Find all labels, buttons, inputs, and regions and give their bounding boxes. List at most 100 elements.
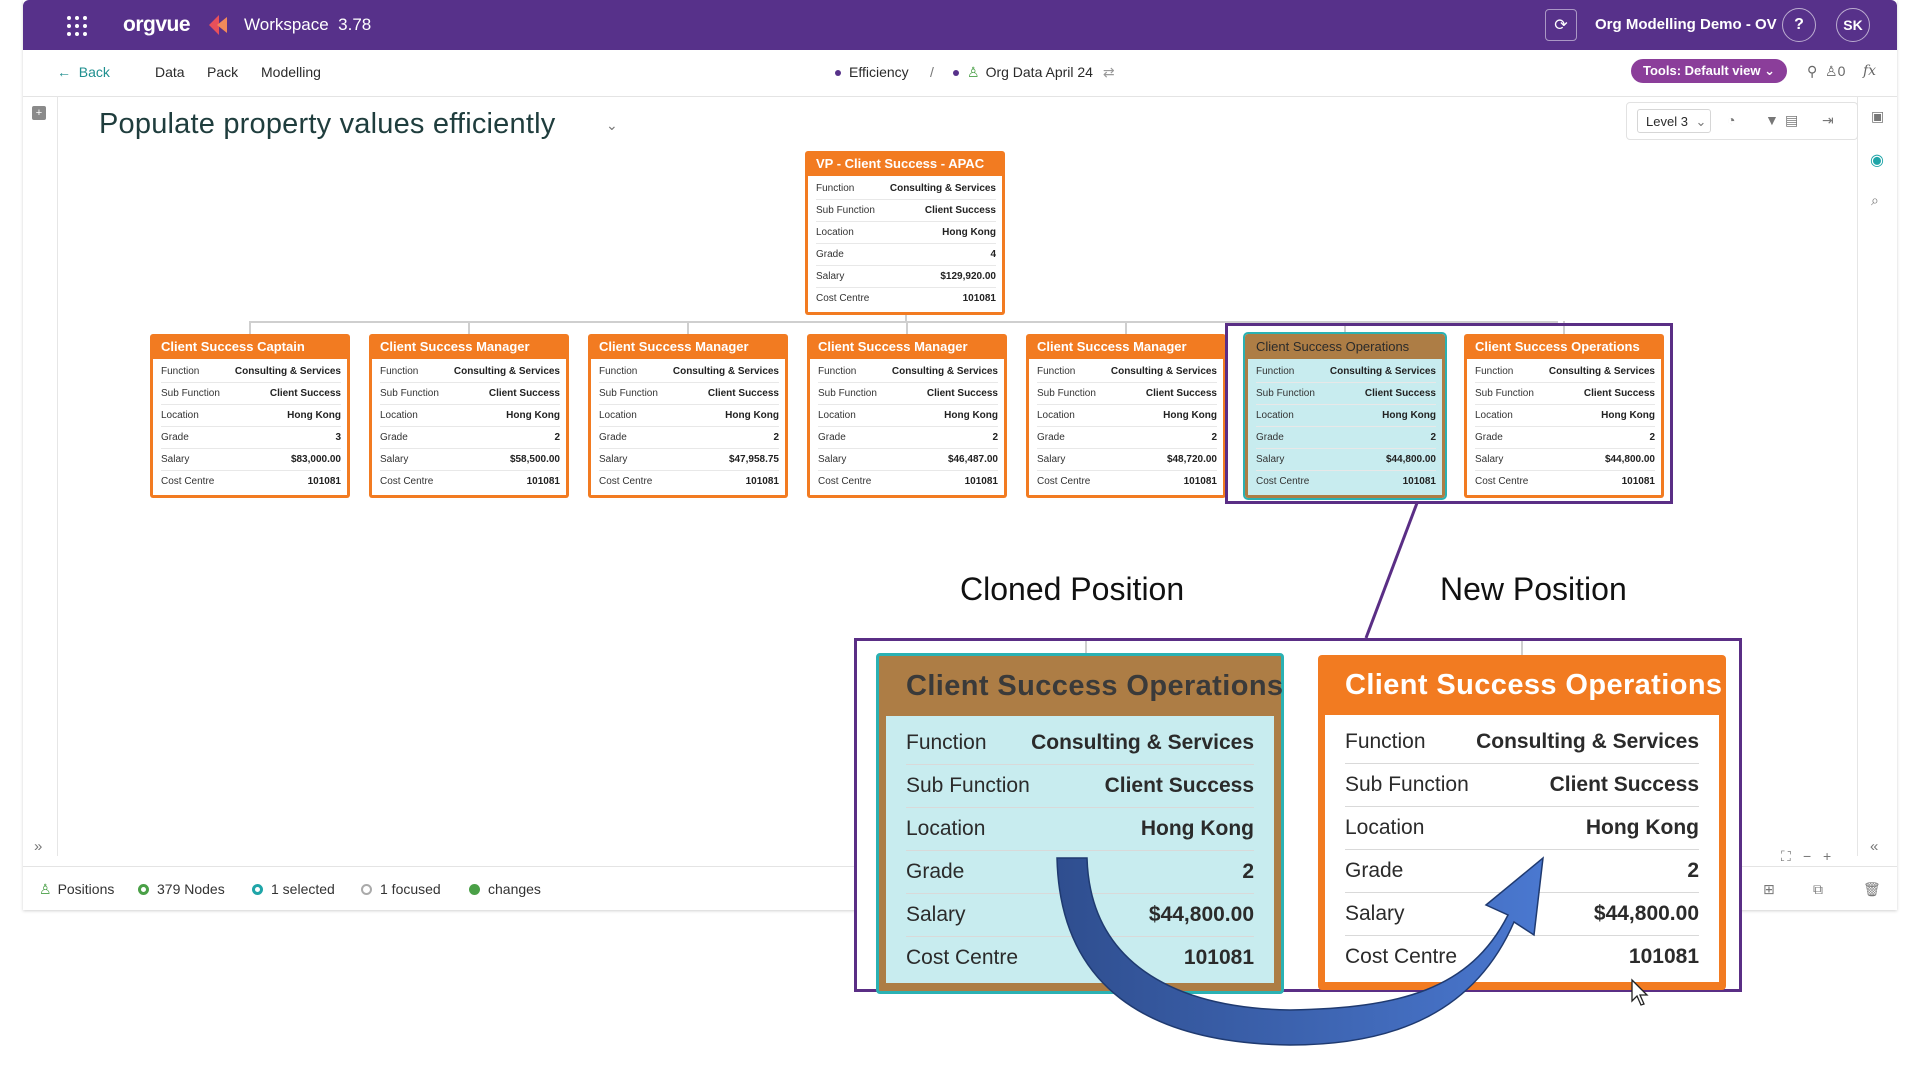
person-icon: ♙ <box>967 64 980 80</box>
property-name: Location <box>906 817 986 840</box>
property-name: Location <box>1256 410 1294 421</box>
chevron-down-icon: ⌄ <box>1764 63 1776 78</box>
org-card[interactable]: Client Success Manager Function Consulting… <box>1026 334 1226 498</box>
menu-modelling[interactable]: Modelling <box>261 64 321 80</box>
user-avatar[interactable]: SK <box>1836 8 1870 42</box>
property-name: Salary <box>1345 902 1405 925</box>
card-property-row: Sub Function Client Success <box>599 383 779 405</box>
property-name: Function <box>818 366 857 377</box>
zoom-in-icon[interactable]: + <box>1823 848 1832 864</box>
card-property-row: Location Hong Kong <box>906 808 1254 851</box>
add-node-icon[interactable]: ⊞ <box>1763 881 1775 897</box>
property-value: 101081 <box>1621 476 1655 487</box>
property-name: Sub Function <box>161 388 220 399</box>
property-value: 2 <box>554 432 560 443</box>
card-property-row: Cost Centre 101081 <box>818 471 998 492</box>
cards-icon[interactable]: ▤ <box>1785 112 1799 128</box>
connector-line <box>249 321 251 334</box>
formula-icon[interactable]: fx <box>1863 63 1877 79</box>
status-changes[interactable]: changes <box>469 881 541 897</box>
palette-icon[interactable]: ◔ <box>1727 112 1736 128</box>
card-property-row: Grade 2 <box>380 427 560 449</box>
property-value: Client Success <box>488 388 560 399</box>
org-card[interactable]: Client Success Manager Function Consulting… <box>807 334 1007 498</box>
status-selected[interactable]: 1 selected <box>252 881 335 897</box>
focus-circle-icon[interactable]: ◉ <box>1870 152 1884 169</box>
org-card-root[interactable]: VP - Client Success - APAC Function Consul… <box>805 151 1005 315</box>
property-name: Location <box>599 410 637 421</box>
search-icon[interactable]: ⌕ <box>1871 192 1879 208</box>
property-name: Salary <box>161 454 190 465</box>
refresh-button[interactable]: ⟳ <box>1545 9 1577 41</box>
property-value: $58,500.00 <box>509 454 560 465</box>
property-name: Grade <box>161 432 189 443</box>
breadcrumb-dataset[interactable]: ♙ Org Data April 24 ⇄ <box>953 64 1115 81</box>
chevron-down-icon[interactable]: ⌄ <box>606 117 618 133</box>
back-link[interactable]: ← Back <box>57 64 110 80</box>
property-name: Cost Centre <box>599 476 653 487</box>
focused-icon <box>361 884 372 895</box>
card-property-row: Location Hong Kong <box>1345 807 1699 850</box>
alert-count: 0 <box>1837 63 1846 79</box>
copy-icon[interactable]: ⧉ <box>1813 881 1823 897</box>
property-name: Location <box>1475 410 1513 421</box>
project-name[interactable]: Org Modelling Demo - OV <box>1595 16 1777 33</box>
expand-right-icon[interactable]: » <box>34 838 43 855</box>
card-property-row: Function Consulting & Services <box>1345 721 1699 764</box>
help-button[interactable]: ? <box>1782 8 1816 42</box>
org-card[interactable]: Client Success Captain Function Consulting… <box>150 334 350 498</box>
alerts-indicator[interactable]: ♙0 <box>1825 63 1845 80</box>
add-panel-icon[interactable]: + <box>32 106 46 120</box>
card-property-row: Salary $47,958.75 <box>599 449 779 471</box>
property-value: Client Success <box>1549 773 1699 796</box>
status-nodes[interactable]: 379 Nodes <box>138 881 225 897</box>
pin-icon[interactable]: ⚲ <box>1807 63 1818 79</box>
property-name: Location <box>818 410 856 421</box>
navigation-bar: ← Back Data Pack Modelling Efficiency / … <box>23 50 1897 97</box>
filter-icon[interactable]: ▼ <box>1765 112 1779 128</box>
card-property-row: Location Hong Kong <box>1475 405 1655 427</box>
card-title: Client Success Captain <box>161 339 305 354</box>
property-name: Salary <box>380 454 409 465</box>
export-icon[interactable]: ⇥ <box>1822 112 1834 128</box>
level-select[interactable]: Level 3 ⌄ <box>1637 109 1711 133</box>
connector-line <box>687 321 689 334</box>
property-name: Grade <box>380 432 408 443</box>
property-name: Grade <box>818 432 846 443</box>
chart-panel-icon[interactable]: ▣ <box>1871 108 1885 124</box>
breadcrumb-efficiency[interactable]: Efficiency <box>835 64 909 80</box>
zoom-out-icon[interactable]: − <box>1803 848 1812 864</box>
app-grid-icon[interactable] <box>65 14 89 38</box>
property-name: Grade <box>599 432 627 443</box>
connector-line <box>1085 641 1087 655</box>
menu-data[interactable]: Data <box>155 64 185 80</box>
status-focused-label: 1 focused <box>380 881 441 897</box>
tools-view-button[interactable]: Tools: Default view ⌄ <box>1631 59 1788 83</box>
org-card[interactable]: Client Success Operations Function Consult… <box>1243 332 1447 500</box>
org-card[interactable]: Client Success Manager Function Consulting… <box>588 334 788 498</box>
property-value: 101081 <box>745 476 779 487</box>
property-name: Sub Function <box>906 774 1030 797</box>
status-positions[interactable]: ♙ Positions <box>39 881 114 898</box>
menu-pack[interactable]: Pack <box>207 64 239 80</box>
card-property-row: Location Hong Kong <box>818 405 998 427</box>
sync-icon[interactable]: ⇄ <box>1102 64 1115 80</box>
property-name: Function <box>1037 366 1076 377</box>
org-card[interactable]: Client Success Operations Function Consult… <box>1464 334 1664 498</box>
card-property-row: Function Consulting & Services <box>161 361 341 383</box>
property-value: $47,958.75 <box>728 454 779 465</box>
status-focused[interactable]: 1 focused <box>361 881 441 897</box>
zoom-card-new: Client Success Operations Function Consult… <box>1318 655 1726 990</box>
property-value: $46,487.00 <box>947 454 998 465</box>
fit-screen-icon[interactable]: ⛶ <box>1781 848 1791 864</box>
org-card[interactable]: Client Success Manager Function Consulting… <box>369 334 569 498</box>
property-value: 101081 <box>1183 946 1254 969</box>
property-name: Cost Centre <box>161 476 215 487</box>
orgvue-logo[interactable]: orgvue <box>123 13 191 36</box>
collapse-left-icon[interactable]: « <box>1870 838 1879 855</box>
property-value: 2 <box>1242 860 1254 883</box>
connector-line <box>906 321 908 334</box>
delete-icon[interactable]: 🗑 <box>1863 881 1881 897</box>
card-body: Function Consulting & Services Sub Functio… <box>810 359 1004 495</box>
property-value: 101081 <box>964 476 998 487</box>
